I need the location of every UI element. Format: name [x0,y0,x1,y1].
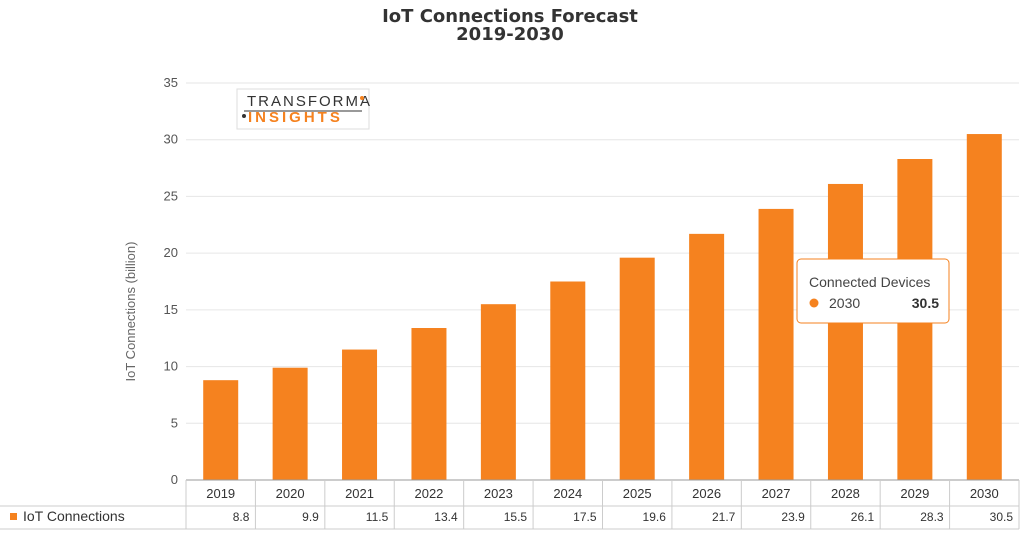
bar-2030[interactable] [966,134,1002,481]
x-tick-label: 2020 [276,486,305,501]
bars [203,134,1002,481]
bar-2024[interactable] [550,281,586,481]
bar-2026[interactable] [689,233,725,480]
y-tick-label: 0 [171,472,178,487]
y-tick-label: 10 [164,359,178,374]
legend[interactable]: IoT Connections [10,508,125,524]
x-tick-label: 2030 [970,486,999,501]
table-cell-value: 23.9 [781,510,805,524]
table-cell-value: 17.5 [573,510,597,524]
bar-2025[interactable] [619,257,655,480]
legend-label[interactable]: IoT Connections [23,508,125,524]
table-cell-value: 15.5 [504,510,528,524]
logo-dot-left [242,114,246,118]
x-tick-label: 2022 [414,486,443,501]
gridlines [186,82,1019,424]
bar-2019[interactable] [203,380,239,480]
bar-2028[interactable] [827,183,863,481]
legend-swatch [10,513,17,520]
bar-2023[interactable] [480,304,516,480]
x-tick-label: 2021 [345,486,374,501]
chart-title-group: IoT Connections Forecast 2019-2030 [382,6,638,45]
chart-subtitle: 2019-2030 [456,24,564,45]
table-cell-value: 9.9 [302,510,319,524]
x-tick-label: 2023 [484,486,513,501]
tooltip-year: 2030 [829,295,860,311]
y-tick-label: 20 [164,245,178,260]
logo-frame [236,88,370,130]
tooltip-series-dot [809,298,819,308]
table-cell-value: 30.5 [990,510,1014,524]
tooltip: Connected Devices 2030 30.5 [796,258,950,324]
transforma-insights-logo: TRANSFORMA INSIGHTS [236,88,372,130]
x-tick-label: 2029 [900,486,929,501]
y-tick-label: 30 [164,132,178,147]
x-tick-label: 2025 [623,486,652,501]
table-cell-value: 13.4 [434,510,458,524]
table-cell-value: 11.5 [366,510,389,524]
y-tick-label: 5 [171,415,178,430]
tooltip-title: Connected Devices [809,274,930,290]
bar-2021[interactable] [342,349,378,480]
x-tick-label: 2026 [692,486,721,501]
table-cell-value: 19.6 [643,510,667,524]
x-tick-label: 2024 [553,486,582,501]
y-axis-ticks: 0 5 10 15 20 25 30 35 [164,75,178,487]
logo-line1: TRANSFORMA [247,93,372,110]
table-cell-value: 26.1 [851,510,875,524]
y-tick-label: 15 [164,302,178,317]
tooltip-box [796,258,950,324]
y-tick-label: 35 [164,75,178,90]
data-table: 2019 8.8 2020 9.9 2021 11.5 2022 13.4 2023 15.5 20… [0,479,1020,530]
table-cell-value: 28.3 [920,510,944,524]
x-tick-label: 2027 [762,486,791,501]
tooltip-value: 30.5 [912,295,939,311]
table-cell-value: 8.8 [233,510,250,524]
y-tick-label: 25 [164,188,178,203]
logo-dot-right [360,96,364,100]
y-axis-label: IoT Connections (billion) [123,242,138,382]
chart-title: IoT Connections Forecast [382,6,638,27]
bar-2022[interactable] [411,328,447,480]
bar-2020[interactable] [272,367,308,480]
logo-line2: INSIGHTS [248,109,343,126]
bar-2027[interactable] [758,208,794,481]
table-cell-value: 21.7 [712,510,736,524]
x-tick-label: 2019 [206,486,235,501]
x-tick-label: 2028 [831,486,860,501]
